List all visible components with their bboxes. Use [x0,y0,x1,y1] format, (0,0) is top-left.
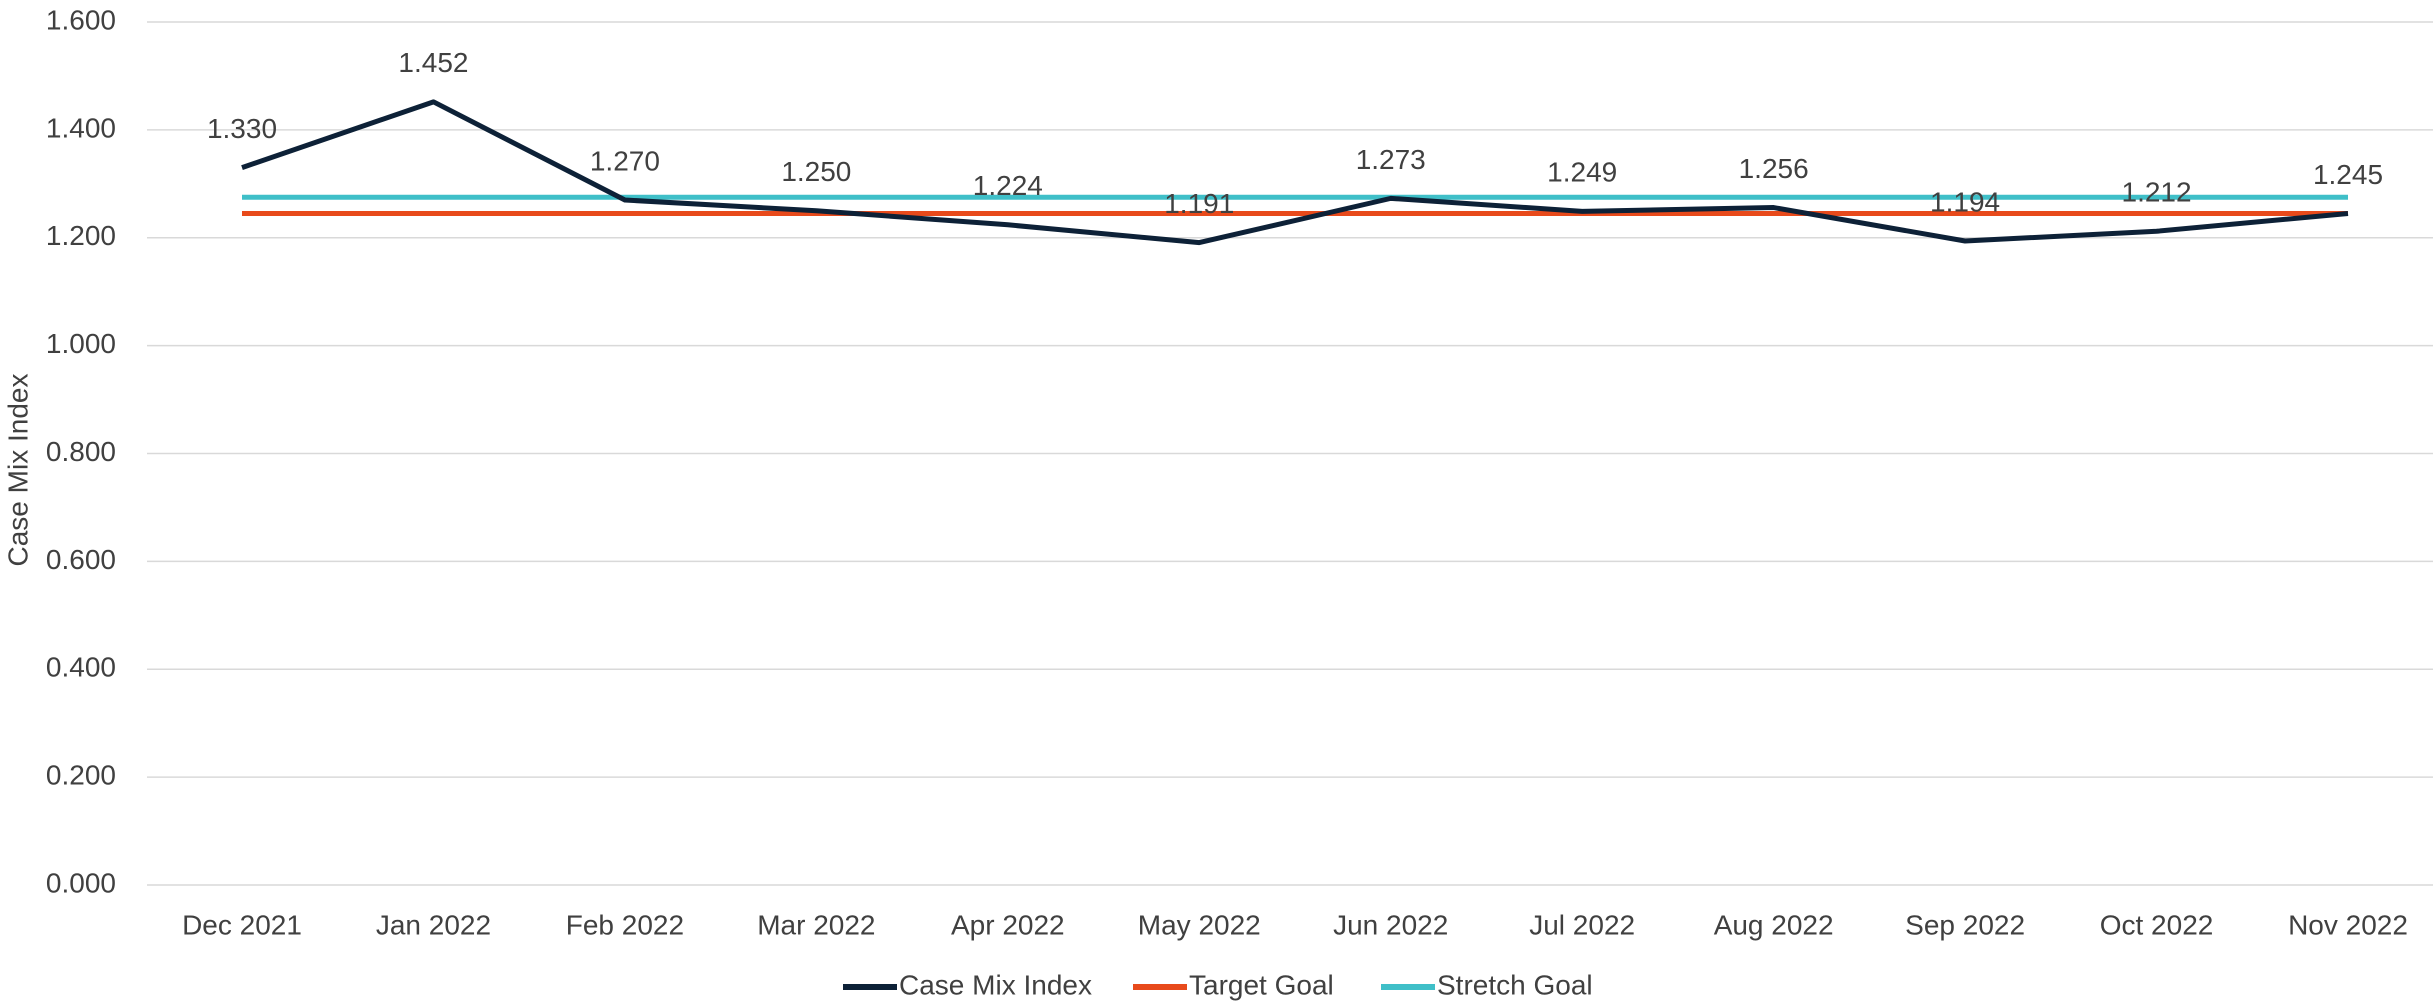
y-tick-label: 0.600 [46,544,116,575]
data-label: 1.273 [1356,144,1426,175]
legend-label: Target Goal [1189,969,1334,1000]
data-label: 1.212 [2122,177,2192,208]
x-tick-label: Jan 2022 [376,909,491,940]
legend-label: Stretch Goal [1437,969,1593,1000]
y-axis-title: Case Mix Index [2,374,33,567]
x-tick-label: Aug 2022 [1714,909,1834,940]
legend-label: Case Mix Index [899,969,1092,1000]
x-tick-label: Feb 2022 [566,909,684,940]
y-tick-label: 0.000 [46,867,116,898]
y-tick-label: 1.200 [46,220,116,251]
y-tick-label: 0.400 [46,652,116,683]
data-label: 1.250 [781,156,851,187]
data-label: 1.224 [973,170,1043,201]
data-label: 1.256 [1739,153,1809,184]
data-label: 1.245 [2313,159,2383,190]
x-tick-label: May 2022 [1138,909,1261,940]
data-label: 1.249 [1547,157,1617,188]
x-tick-label: Mar 2022 [757,909,875,940]
x-tick-label: Jul 2022 [1529,909,1635,940]
x-tick-label: Oct 2022 [2100,909,2214,940]
data-label: 1.191 [1164,188,1234,219]
x-tick-label: Jun 2022 [1333,909,1448,940]
data-label: 1.194 [1930,186,2000,217]
data-label: 1.270 [590,145,660,176]
x-tick-label: Apr 2022 [951,909,1065,940]
x-tick-label: Nov 2022 [2288,909,2408,940]
x-tick-label: Dec 2021 [182,909,302,940]
series-line [241,99,2349,246]
x-tick-label: Sep 2022 [1905,909,2025,940]
data-label: 1.330 [207,113,277,144]
y-tick-label: 1.400 [46,112,116,143]
y-tick-label: 1.000 [46,328,116,359]
y-tick-label: 0.800 [46,436,116,467]
data-label: 1.452 [398,47,468,78]
y-tick-label: 0.200 [46,760,116,791]
y-tick-label: 1.600 [46,4,116,35]
